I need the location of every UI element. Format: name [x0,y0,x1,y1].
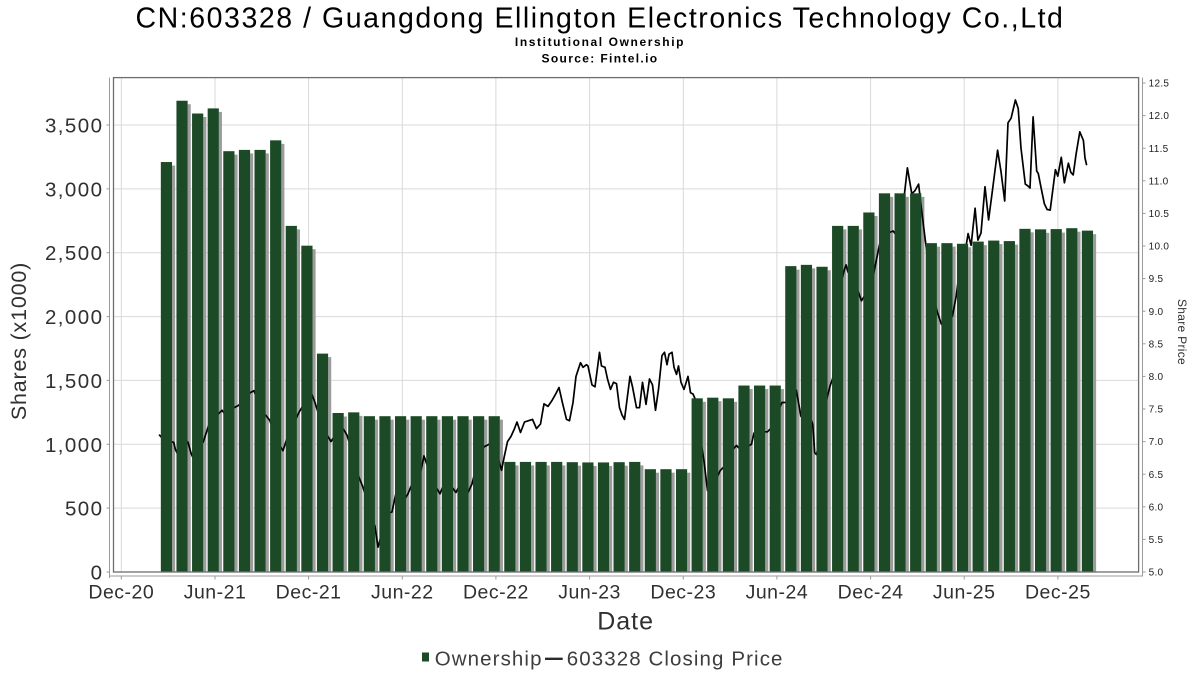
svg-text:12.0: 12.0 [1149,111,1170,122]
svg-text:Ownership: Ownership [435,647,543,670]
svg-text:0: 0 [91,562,104,585]
svg-text:Jun-21: Jun-21 [184,582,247,604]
svg-text:603328 Closing Price: 603328 Closing Price [567,647,784,670]
svg-text:3,500: 3,500 [45,115,104,138]
svg-text:8.0: 8.0 [1149,372,1164,383]
svg-text:Source: Fintel.io: Source: Fintel.io [542,51,659,65]
svg-text:2,000: 2,000 [45,306,104,329]
svg-text:1,000: 1,000 [45,434,104,457]
svg-text:Jun-22: Jun-22 [371,582,434,604]
svg-text:5.5: 5.5 [1149,535,1164,546]
svg-text:7.0: 7.0 [1149,437,1164,448]
svg-text:500: 500 [65,498,104,521]
svg-text:1,500: 1,500 [45,370,104,393]
svg-text:8.5: 8.5 [1149,339,1164,350]
svg-text:3,000: 3,000 [45,178,104,201]
svg-text:10.5: 10.5 [1149,209,1170,220]
svg-text:9.0: 9.0 [1149,307,1164,318]
svg-text:Dec-23: Dec-23 [650,582,716,604]
svg-text:12.5: 12.5 [1149,79,1170,90]
svg-text:Dec-24: Dec-24 [838,582,904,604]
svg-text:CN:603328 / Guangdong Ellingto: CN:603328 / Guangdong Ellington Electron… [136,3,1065,35]
svg-text:9.5: 9.5 [1149,274,1164,285]
svg-text:5.0: 5.0 [1149,568,1164,579]
svg-text:Dec-22: Dec-22 [463,582,529,604]
svg-text:11.0: 11.0 [1149,176,1169,187]
svg-text:Share Price: Share Price [1175,299,1189,365]
svg-text:Date: Date [597,607,654,635]
svg-text:11.5: 11.5 [1149,144,1169,155]
svg-text:6.0: 6.0 [1149,502,1164,513]
svg-text:Jun-25: Jun-25 [933,582,996,604]
svg-text:Dec-21: Dec-21 [276,582,342,604]
svg-text:6.5: 6.5 [1149,470,1164,481]
svg-text:Institutional Ownership: Institutional Ownership [515,35,685,49]
svg-text:2,500: 2,500 [45,242,104,265]
svg-text:Shares (x1000): Shares (x1000) [7,262,31,420]
svg-text:Dec-20: Dec-20 [88,582,154,604]
svg-text:Jun-24: Jun-24 [746,582,809,604]
svg-text:Dec-25: Dec-25 [1025,582,1091,604]
svg-text:7.5: 7.5 [1149,405,1164,416]
svg-text:Jun-23: Jun-23 [558,582,621,604]
svg-text:10.0: 10.0 [1149,242,1170,253]
